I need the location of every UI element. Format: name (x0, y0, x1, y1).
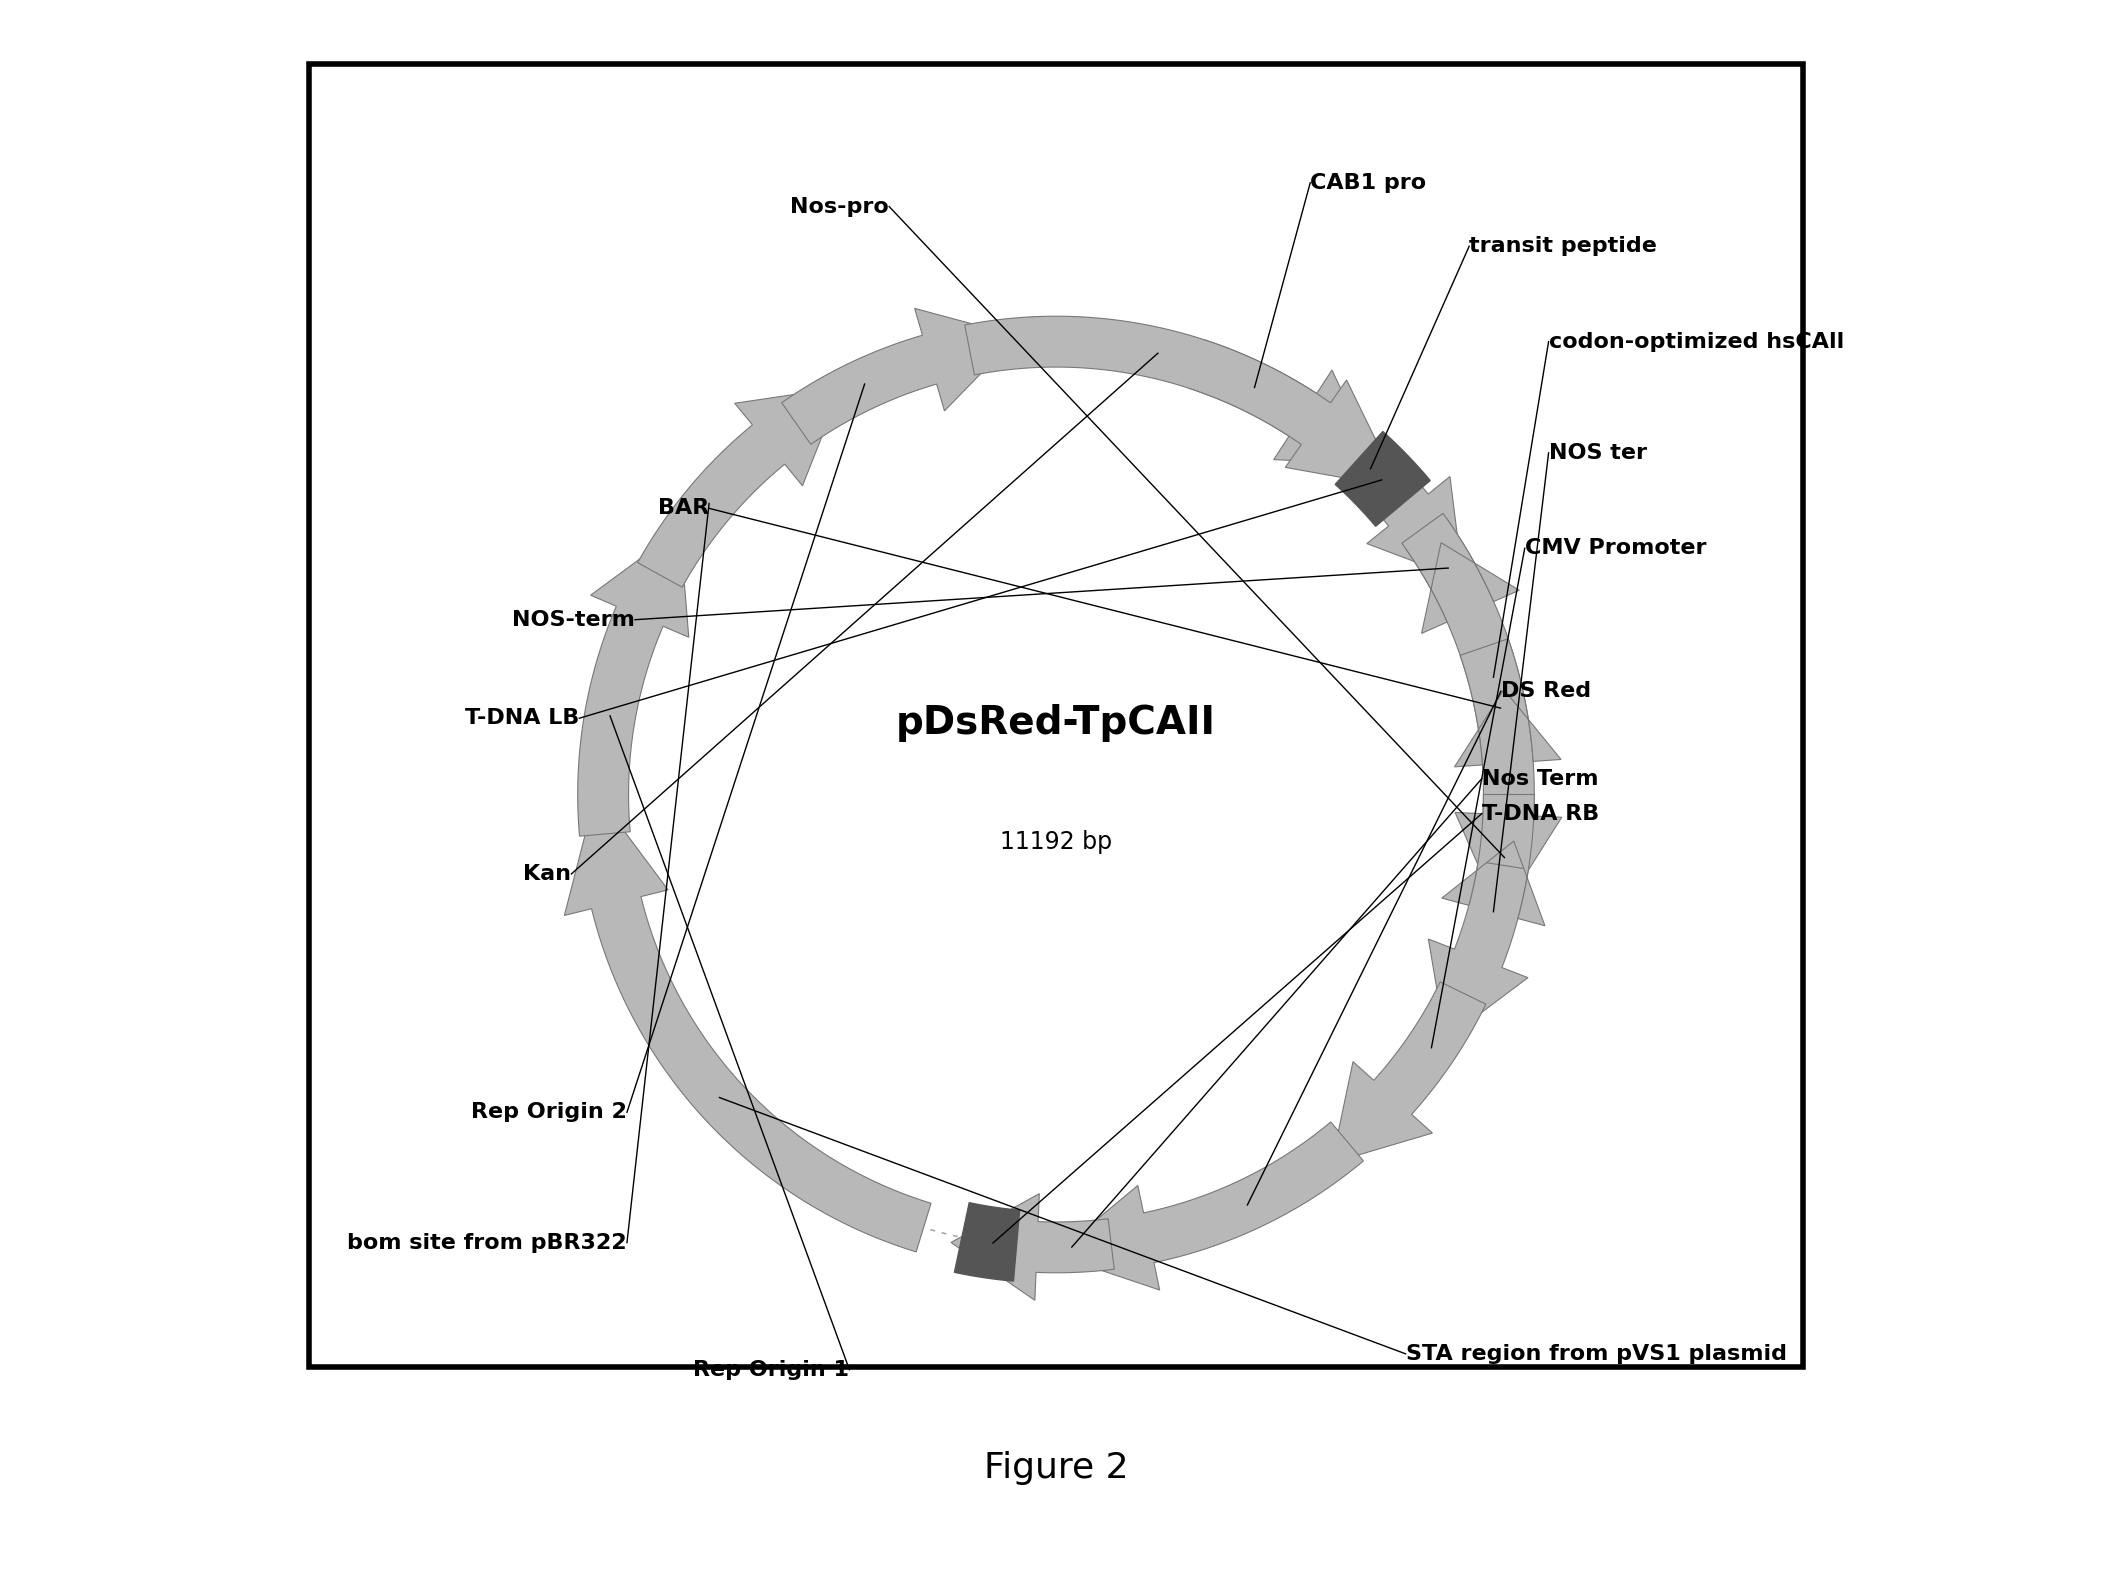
Text: Nos Term: Nos Term (1483, 769, 1599, 788)
Text: transit peptide: transit peptide (1470, 237, 1658, 256)
Text: codon-optimized hsCAll: codon-optimized hsCAll (1548, 332, 1844, 351)
Polygon shape (955, 1203, 1020, 1281)
Polygon shape (638, 388, 841, 588)
Polygon shape (1428, 861, 1529, 1039)
Polygon shape (1407, 520, 1561, 915)
Polygon shape (965, 316, 1398, 488)
Polygon shape (1333, 982, 1487, 1163)
Text: Rep Origin 1: Rep Origin 1 (693, 1360, 849, 1379)
Polygon shape (1455, 639, 1561, 767)
Polygon shape (1054, 1122, 1364, 1290)
Text: NOS-term: NOS-term (511, 610, 636, 629)
Text: Nos-pro: Nos-pro (790, 197, 889, 216)
Text: Rep Origin 2: Rep Origin 2 (471, 1103, 627, 1122)
Polygon shape (579, 529, 689, 836)
Polygon shape (1402, 513, 1519, 634)
Text: BAR: BAR (659, 499, 710, 518)
Polygon shape (564, 793, 931, 1252)
Polygon shape (781, 308, 1018, 445)
Text: 11192 bp: 11192 bp (999, 829, 1113, 855)
Polygon shape (1442, 794, 1546, 926)
Text: NOS ter: NOS ter (1548, 443, 1647, 462)
Text: CMV Promoter: CMV Promoter (1525, 539, 1706, 558)
FancyBboxPatch shape (308, 64, 1804, 1367)
Text: T-DNA RB: T-DNA RB (1483, 804, 1599, 823)
Polygon shape (1189, 340, 1377, 464)
Polygon shape (950, 1193, 1115, 1300)
Polygon shape (1314, 413, 1464, 580)
Text: T-DNA LB: T-DNA LB (465, 709, 579, 728)
Text: bom site from pBR322: bom site from pBR322 (346, 1233, 627, 1252)
Text: STA region from pVS1 plasmid: STA region from pVS1 plasmid (1407, 1344, 1787, 1363)
Text: Figure 2: Figure 2 (984, 1451, 1128, 1486)
Text: DS Red: DS Red (1502, 682, 1590, 701)
Text: Kan: Kan (524, 864, 572, 883)
Text: pDsRed-TpCAII: pDsRed-TpCAII (895, 704, 1217, 742)
Text: CAB1 pro: CAB1 pro (1309, 173, 1426, 192)
Polygon shape (1335, 432, 1430, 526)
